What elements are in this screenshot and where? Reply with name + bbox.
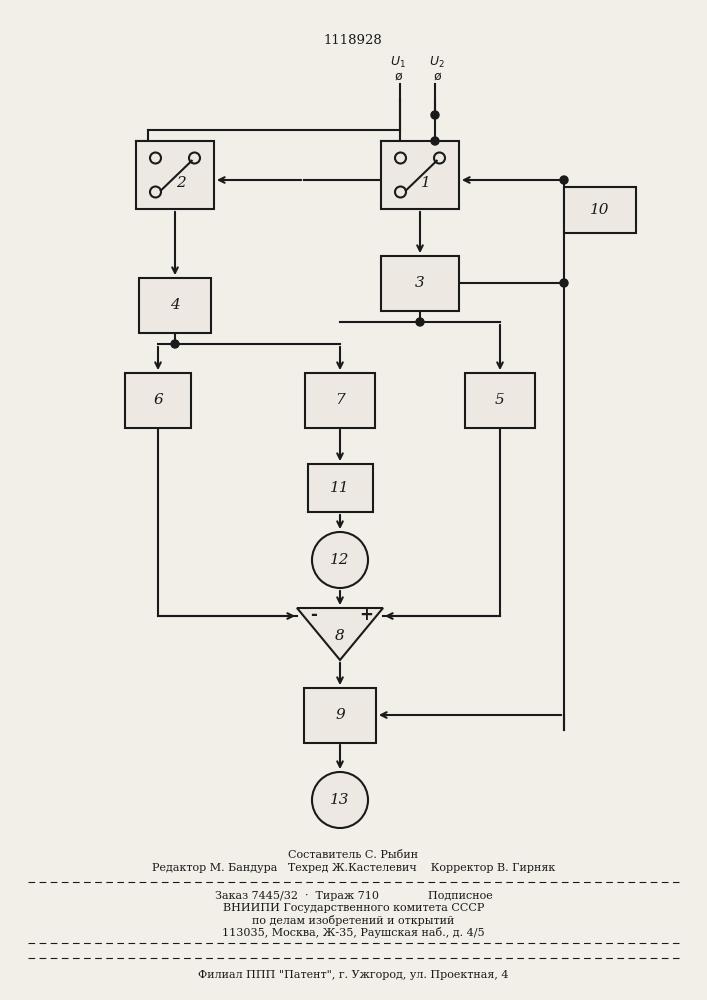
Bar — [308, 464, 373, 512]
Circle shape — [434, 152, 445, 163]
Text: 2: 2 — [176, 176, 186, 190]
Bar — [304, 688, 376, 742]
Circle shape — [312, 532, 368, 588]
Circle shape — [150, 186, 161, 198]
Text: 11: 11 — [330, 481, 350, 495]
Bar — [125, 372, 191, 428]
Text: $U_1$: $U_1$ — [390, 54, 406, 70]
Text: 12: 12 — [330, 553, 350, 567]
Bar — [136, 141, 214, 209]
Bar — [305, 372, 375, 428]
Text: 4: 4 — [170, 298, 180, 312]
Text: 113035, Москва, Ж-35, Раушская наб., д. 4/5: 113035, Москва, Ж-35, Раушская наб., д. … — [222, 926, 485, 938]
Bar — [381, 255, 459, 310]
Circle shape — [395, 152, 406, 163]
Text: +: + — [359, 606, 373, 624]
Circle shape — [560, 279, 568, 287]
Text: ВНИИПИ Государственного комитета СССР: ВНИИПИ Государственного комитета СССР — [223, 903, 484, 913]
Bar — [465, 372, 535, 428]
Circle shape — [189, 152, 200, 163]
Text: 10: 10 — [590, 203, 609, 217]
Text: -: - — [310, 606, 317, 624]
Polygon shape — [297, 608, 383, 660]
Circle shape — [431, 111, 439, 119]
Circle shape — [171, 340, 179, 348]
Text: 9: 9 — [335, 708, 345, 722]
Text: по делам изобретений и открытий: по делам изобретений и открытий — [252, 914, 455, 926]
Text: $U_2$: $U_2$ — [429, 54, 445, 70]
Circle shape — [395, 186, 406, 198]
Text: Редактор М. Бандура   Техред Ж.Кастелевич    Корректор В. Гирняк: Редактор М. Бандура Техред Ж.Кастелевич … — [152, 863, 555, 873]
Text: Составитель С. Рыбин: Составитель С. Рыбин — [288, 850, 419, 860]
Circle shape — [431, 137, 439, 145]
Text: 1118928: 1118928 — [324, 33, 382, 46]
Text: 8: 8 — [335, 629, 345, 643]
Text: Филиал ППП "Патент", г. Ужгород, ул. Проектная, 4: Филиал ППП "Патент", г. Ужгород, ул. Про… — [198, 970, 509, 980]
Text: Заказ 7445/32  ·  Тираж 710              Подписное: Заказ 7445/32 · Тираж 710 Подписное — [215, 891, 492, 901]
Circle shape — [312, 772, 368, 828]
Circle shape — [150, 152, 161, 163]
Text: 1: 1 — [421, 176, 431, 190]
Text: 7: 7 — [335, 393, 345, 407]
Text: ø: ø — [395, 70, 402, 83]
Bar — [139, 277, 211, 332]
Text: ø: ø — [433, 70, 440, 83]
Text: 5: 5 — [495, 393, 505, 407]
Text: 13: 13 — [330, 793, 350, 807]
Text: 6: 6 — [153, 393, 163, 407]
Bar — [564, 187, 636, 233]
Text: 3: 3 — [415, 276, 425, 290]
Circle shape — [416, 318, 424, 326]
Circle shape — [560, 176, 568, 184]
Bar — [381, 141, 459, 209]
